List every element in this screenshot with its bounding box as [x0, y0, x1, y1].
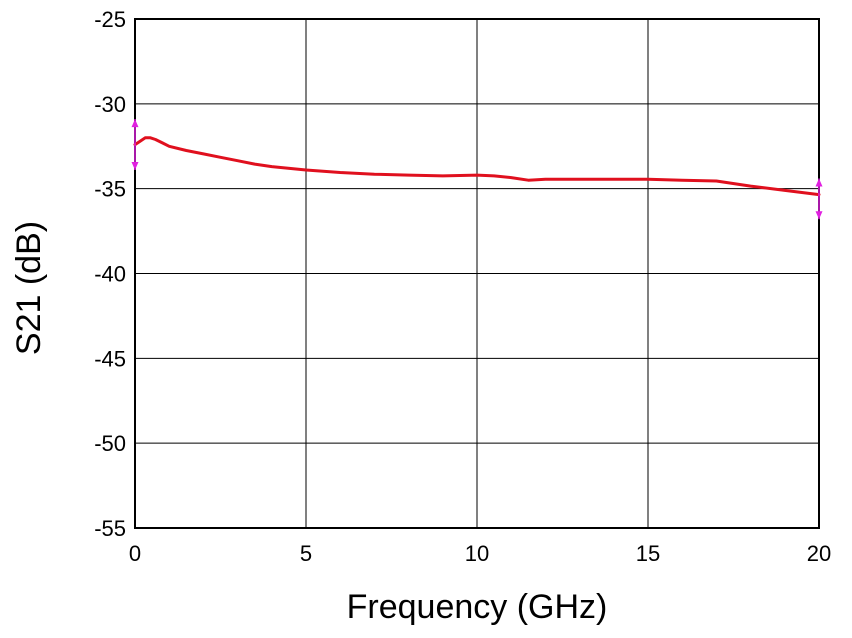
y-tick-label: -40 [94, 262, 126, 287]
y-tick-label: -50 [94, 431, 126, 456]
x-axis-title: Frequency (GHz) [347, 588, 608, 626]
y-tick-label: -45 [94, 346, 126, 371]
y-axis-title: S21 (dB) [10, 221, 48, 355]
plot-frame [134, 18, 820, 529]
y-tick-label: -35 [94, 177, 126, 202]
grid-lines [134, 18, 820, 529]
y-tick-label: -25 [94, 7, 126, 32]
series-group [133, 136, 821, 197]
x-tick-labels: 0 5 10 15 20 [129, 541, 831, 566]
y-tick-label: -55 [94, 516, 126, 541]
x-tick-label: 5 [300, 541, 312, 566]
x-tick-label: 10 [465, 541, 489, 566]
series-line [133, 136, 821, 197]
error-marker [131, 119, 139, 171]
x-tick-label: 15 [636, 541, 660, 566]
y-tick-labels: -55 -50 -45 -40 -35 -30 -25 [94, 7, 126, 541]
marker-group [131, 119, 823, 220]
x-tick-label: 20 [807, 541, 831, 566]
y-tick-label: -30 [94, 92, 126, 117]
error-marker [815, 178, 823, 220]
x-tick-label: 0 [129, 541, 141, 566]
